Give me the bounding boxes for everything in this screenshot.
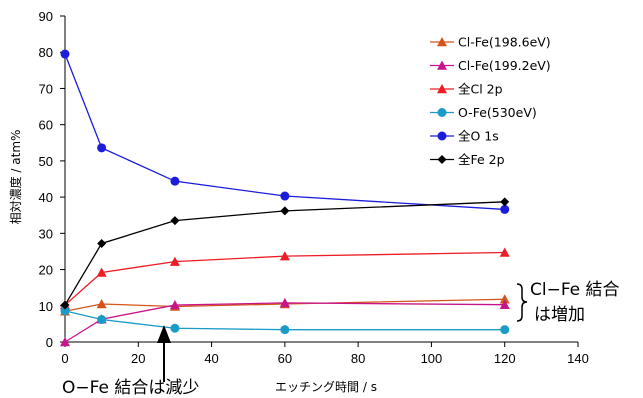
x-tick-label: 100 xyxy=(421,351,443,366)
legend-marker xyxy=(437,155,447,164)
y-tick-label: 60 xyxy=(39,118,53,133)
series-3 xyxy=(60,306,510,335)
legend-marker xyxy=(437,60,447,70)
legend-label: 全Cl 2p xyxy=(458,82,503,97)
data-point xyxy=(280,325,290,335)
y-tick-label: 80 xyxy=(39,45,53,60)
y-axis-title: 相対濃度 / atm% xyxy=(8,130,23,225)
data-point xyxy=(499,299,510,309)
brace-annotation xyxy=(516,283,528,322)
series-line xyxy=(64,53,505,211)
data-point xyxy=(500,197,510,207)
y-tick-label: 30 xyxy=(39,226,53,241)
y-tick-labels: 0 10 20 30 40 50 60 70 80 90 xyxy=(39,9,53,350)
x-tick-labels: 0 20 40 60 80 100 120 140 xyxy=(61,351,588,366)
legend-marker xyxy=(437,131,447,141)
series-4 xyxy=(60,49,510,214)
data-point xyxy=(97,238,107,248)
data-point xyxy=(60,49,70,59)
annotation-cl-fe-line2: は増加 xyxy=(534,305,585,325)
data-point xyxy=(280,206,290,216)
data-point xyxy=(279,297,290,308)
legend-label: Cl-Fe(199.2eV) xyxy=(458,58,551,73)
legend-label: Cl-Fe(198.6eV) xyxy=(458,35,551,50)
x-axis-title: エッチング時間 / s xyxy=(275,380,377,394)
data-point xyxy=(60,300,70,310)
legend-label: 全Fe 2p xyxy=(458,152,505,167)
data-point xyxy=(499,294,510,304)
data-point xyxy=(500,325,510,335)
legend-item: 全Cl 2p xyxy=(430,82,503,97)
legend-item: Cl-Fe(198.6eV) xyxy=(430,35,551,50)
data-point xyxy=(60,306,70,316)
data-point xyxy=(96,267,107,277)
legend: Cl-Fe(198.6eV) Cl-Fe(199.2eV) 全Cl 2p O-Fe(5… xyxy=(430,35,551,167)
legend-marker xyxy=(437,84,447,94)
legend-item: 全Fe 2p xyxy=(430,152,505,167)
data-point xyxy=(170,176,180,186)
y-tick-label: 0 xyxy=(46,335,53,350)
series-line xyxy=(64,251,505,306)
legend-item: 全O 1s xyxy=(430,129,499,144)
data-point xyxy=(170,323,180,333)
data-point xyxy=(169,300,180,310)
data-point xyxy=(279,251,290,261)
y-tick-label: 70 xyxy=(39,81,53,96)
data-point xyxy=(60,337,70,347)
arrow-up-icon xyxy=(157,325,171,343)
x-tick-label: 20 xyxy=(131,351,145,366)
series-5 xyxy=(60,197,510,310)
y-tick-label: 90 xyxy=(39,9,53,24)
data-point xyxy=(499,247,510,257)
data-point xyxy=(169,256,180,266)
legend-marker xyxy=(437,108,447,117)
x-tick-label: 140 xyxy=(567,351,589,366)
legend-item: Cl-Fe(199.2eV) xyxy=(430,58,551,73)
data-point xyxy=(500,204,510,214)
x-tick-label: 80 xyxy=(351,351,365,366)
data-point xyxy=(170,216,180,226)
y-tick-label: 40 xyxy=(39,190,53,205)
legend-item: O-Fe(530eV) xyxy=(430,105,537,120)
data-point xyxy=(96,298,107,309)
x-tick-label: 60 xyxy=(278,351,292,366)
y-tick-label: 20 xyxy=(39,263,53,278)
data-point xyxy=(97,315,107,325)
y-tick-label: 50 xyxy=(39,154,53,169)
y-tick-label: 10 xyxy=(39,299,53,314)
data-point xyxy=(280,191,290,201)
annotation-cl-fe-line1: Cl−Fe 結合 xyxy=(530,280,620,300)
legend-marker xyxy=(437,37,447,47)
series-layer xyxy=(60,49,510,347)
data-point xyxy=(97,143,107,153)
annotation-o-fe: O−Fe 結合は減少 xyxy=(62,378,199,398)
legend-label: 全O 1s xyxy=(458,129,499,144)
legend-label: O-Fe(530eV) xyxy=(458,105,537,120)
x-tick-label: 0 xyxy=(61,351,68,366)
x-tick-label: 40 xyxy=(204,351,218,366)
x-tick-label: 120 xyxy=(494,351,516,366)
